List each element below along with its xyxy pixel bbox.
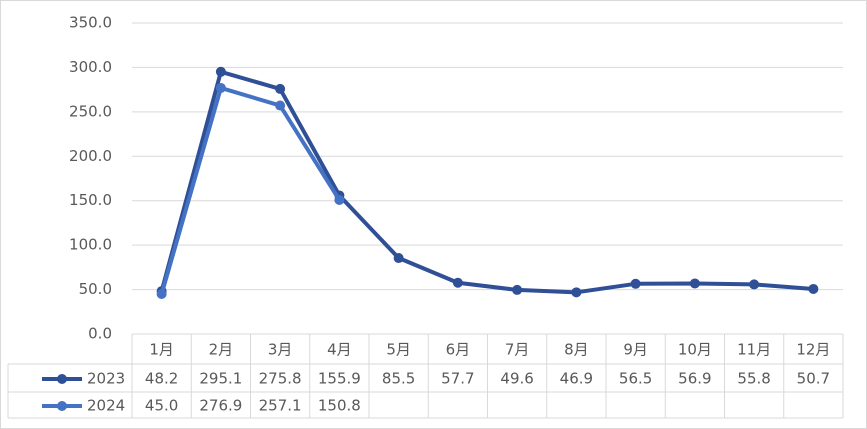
table-value: 295.1	[199, 370, 242, 388]
table-value: 57.7	[441, 370, 474, 388]
x-tick-label: 11月	[737, 341, 771, 359]
x-tick-label: 6月	[446, 341, 471, 359]
table-value: 56.5	[619, 370, 652, 388]
point	[512, 284, 523, 295]
table-value: 46.9	[560, 370, 593, 388]
table-value: 257.1	[259, 397, 302, 415]
y-tick-label: 100.0	[69, 236, 112, 254]
table-value: 85.5	[382, 370, 415, 388]
point	[215, 66, 226, 77]
point	[689, 278, 700, 289]
y-tick-label: 200.0	[69, 147, 112, 165]
table-value: 49.6	[500, 370, 533, 388]
point	[275, 100, 286, 111]
point	[215, 82, 226, 93]
table-value: 276.9	[199, 397, 242, 415]
table-value: 48.2	[145, 370, 178, 388]
point	[334, 195, 345, 206]
series-line	[159, 69, 814, 295]
y-tick-label: 150.0	[69, 191, 112, 209]
table-value: 55.8	[737, 370, 770, 388]
legend-marker	[57, 401, 67, 411]
legend-label: 2024	[87, 397, 125, 415]
x-tick-label: 2月	[209, 341, 234, 359]
x-tick-label: 3月	[268, 341, 293, 359]
y-tick-label: 300.0	[69, 58, 112, 76]
x-tick-label: 5月	[386, 341, 411, 359]
y-tick-label: 0.0	[88, 325, 112, 343]
x-tick-label: 9月	[623, 341, 648, 359]
y-tick-label: 350.0	[69, 14, 112, 32]
x-tick-label: 8月	[564, 341, 589, 359]
table-value: 150.8	[318, 397, 361, 415]
legend-label: 2023	[87, 370, 125, 388]
table-value: 56.9	[678, 370, 711, 388]
point	[156, 289, 167, 300]
series-line	[159, 85, 342, 295]
point	[275, 83, 286, 94]
y-tick-label: 50.0	[79, 280, 112, 298]
point	[452, 277, 463, 288]
x-tick-label: 7月	[505, 341, 530, 359]
point	[808, 283, 819, 294]
table-value: 155.9	[318, 370, 361, 388]
x-tick-label: 12月	[796, 341, 830, 359]
table-value: 275.8	[259, 370, 302, 388]
point	[393, 253, 404, 264]
x-tick-label: 10月	[678, 341, 712, 359]
x-tick-label: 4月	[327, 341, 352, 359]
legend-marker	[57, 374, 67, 384]
x-tick-label: 1月	[149, 341, 174, 359]
point	[749, 279, 760, 290]
point	[630, 278, 641, 289]
table-value: 50.7	[797, 370, 830, 388]
point	[571, 287, 582, 298]
table-value: 45.0	[145, 397, 178, 415]
y-tick-label: 250.0	[69, 102, 112, 120]
